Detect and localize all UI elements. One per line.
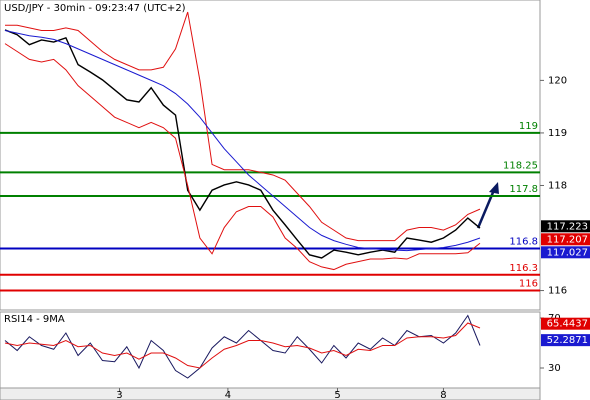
series-line (4, 29, 481, 252)
x-tick-label: 4 (225, 390, 231, 400)
price-box (541, 246, 590, 259)
rsi-title: RSI14 - 9MA (4, 314, 65, 325)
y-tick-label: 118 (548, 180, 567, 191)
level-label: 117.8 (509, 184, 538, 195)
time-axis (0, 387, 541, 400)
x-tick-label: 5 (334, 390, 340, 400)
price-box (541, 317, 590, 330)
y-tick-label: 116 (548, 286, 567, 297)
price-label: 52.2871 (547, 335, 588, 346)
x-tick-label: 3 (116, 390, 122, 400)
y-tick-label: 30 (548, 363, 561, 374)
price-box (541, 220, 590, 233)
price-panel (0, 0, 541, 311)
series-line (4, 29, 481, 259)
price-label: 65.4437 (547, 319, 588, 330)
y-tick-label: 119 (548, 128, 567, 139)
series-line (5, 11, 481, 242)
price-label: 117.223 (547, 221, 588, 232)
price-box (541, 334, 590, 347)
arrow-head (489, 182, 499, 194)
level-label: 116.3 (509, 263, 538, 274)
y-tick-label: 120 (548, 75, 567, 86)
series-line (4, 43, 481, 271)
rsi-panel (0, 311, 541, 389)
level-label: 119 (519, 121, 538, 132)
price-label: 117.027 (547, 247, 588, 258)
level-label: 116.8 (509, 237, 538, 248)
series-line (4, 322, 481, 369)
x-tick-label: 8 (440, 390, 446, 400)
level-label: 116 (519, 279, 538, 290)
price-label: 117.207 (547, 234, 588, 245)
series-line (4, 314, 481, 379)
chart-title: USD/JPY - 30min - 09:23:47 (UTC+2) (4, 3, 186, 14)
price-box (541, 233, 590, 246)
level-label: 118.25 (503, 160, 538, 171)
